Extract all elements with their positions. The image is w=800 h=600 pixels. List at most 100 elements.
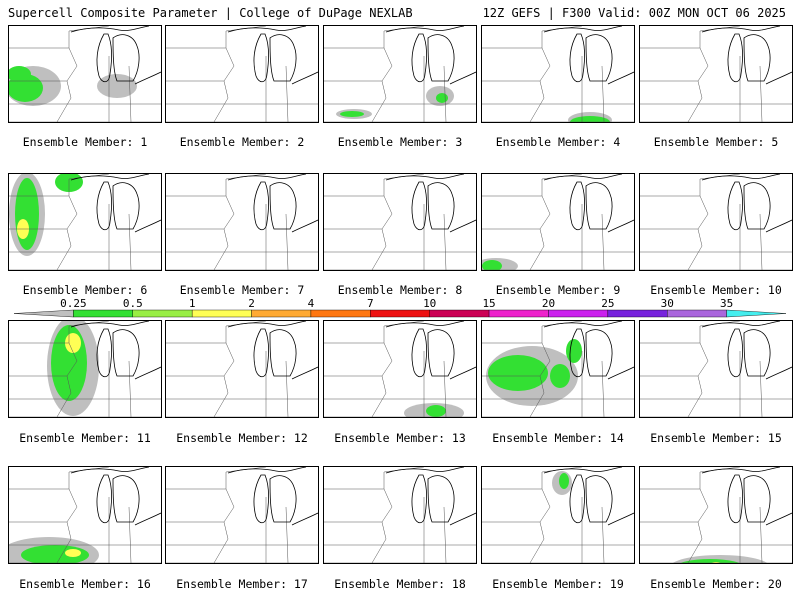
colorbar-segment [370, 309, 430, 318]
lower-michigan [585, 329, 613, 377]
state-border [443, 65, 447, 122]
scp-shading [566, 339, 582, 363]
state-border [285, 213, 289, 270]
scp-shading [436, 93, 448, 103]
state-border [443, 213, 447, 270]
state-border [371, 195, 393, 270]
state-border [285, 65, 289, 122]
ensemble-member-map [323, 25, 477, 123]
map-canvas [324, 26, 476, 122]
ensemble-member-map [8, 466, 162, 564]
lower-michigan [743, 329, 771, 377]
colorbar-tick-label: 2 [248, 297, 255, 310]
map-canvas [482, 174, 634, 270]
ensemble-member-map [639, 25, 793, 123]
lake-superior [701, 467, 781, 474]
state-border [324, 174, 425, 197]
lower-michigan [269, 182, 297, 230]
map-canvas [324, 174, 476, 270]
colorbar-tick-label: 35 [719, 297, 734, 310]
lake-michigan [727, 474, 744, 524]
lake-superior [227, 321, 307, 328]
lake-superior [385, 174, 465, 181]
colorbar-segment [607, 309, 668, 318]
lake-erie [134, 71, 161, 85]
lake-superior [543, 26, 623, 33]
state-border [213, 342, 235, 417]
lake-michigan [569, 474, 586, 524]
lake-superior [385, 26, 465, 33]
ensemble-member-map [639, 466, 793, 564]
lake-erie [607, 71, 634, 85]
state-border [371, 47, 393, 122]
lower-michigan [427, 182, 455, 230]
state-border [482, 321, 583, 344]
state-border [687, 342, 709, 417]
colorbar-segment [310, 309, 371, 318]
lake-superior [385, 321, 465, 328]
ensemble-member-map [8, 25, 162, 123]
state-border [166, 174, 267, 197]
lower-michigan [269, 475, 297, 523]
scp-shading [97, 74, 137, 98]
ensemble-member-map [165, 25, 319, 123]
lake-erie [134, 512, 161, 526]
lower-michigan [427, 329, 455, 377]
state-border [324, 321, 425, 344]
colorbar-segment [13, 309, 74, 318]
state-border [128, 65, 132, 122]
lake-erie [607, 512, 634, 526]
lake-superior [701, 26, 781, 33]
map-canvas [640, 467, 792, 563]
lake-erie [765, 366, 792, 380]
state-border [285, 506, 289, 563]
state-border [371, 342, 393, 417]
member-label: Ensemble Member: 4 [495, 135, 621, 149]
scp-shading [559, 473, 569, 489]
lower-michigan [427, 475, 455, 523]
state-border [687, 488, 709, 563]
lake-michigan [411, 33, 428, 83]
lake-superior [70, 174, 150, 181]
colorbar-tick-label: 20 [541, 297, 556, 310]
lake-michigan [253, 328, 270, 378]
lower-michigan [585, 182, 613, 230]
lake-michigan [96, 328, 113, 378]
colorbar-segment [251, 309, 312, 318]
map-canvas [482, 467, 634, 563]
state-border [640, 26, 741, 49]
ensemble-member-map [165, 320, 319, 418]
lake-superior [385, 467, 465, 474]
lake-michigan [569, 181, 586, 231]
state-border [9, 26, 110, 49]
state-border [443, 506, 447, 563]
lake-erie [765, 219, 792, 233]
lake-erie [449, 71, 476, 85]
colorbar-segment [667, 309, 727, 318]
member-label: Ensemble Member: 1 [22, 135, 148, 149]
lake-michigan [727, 33, 744, 83]
lake-superior [70, 26, 150, 33]
member-label: Ensemble Member: 5 [653, 135, 779, 149]
lake-erie [291, 366, 318, 380]
map-canvas [166, 26, 318, 122]
lake-erie [607, 366, 634, 380]
lake-superior [543, 321, 623, 328]
state-border [640, 174, 741, 197]
lower-michigan [743, 475, 771, 523]
lake-erie [607, 219, 634, 233]
lake-erie [291, 71, 318, 85]
state-border [601, 65, 605, 122]
member-label: Ensemble Member: 6 [22, 283, 148, 297]
map-canvas [324, 467, 476, 563]
lake-erie [291, 512, 318, 526]
scp-shading [488, 355, 548, 391]
lower-michigan [585, 34, 613, 82]
state-border [9, 467, 110, 490]
scp-shading [550, 364, 570, 388]
ensemble-member-map [165, 466, 319, 564]
state-border [56, 195, 78, 270]
lake-superior [227, 174, 307, 181]
lake-erie [449, 512, 476, 526]
lake-erie [449, 366, 476, 380]
